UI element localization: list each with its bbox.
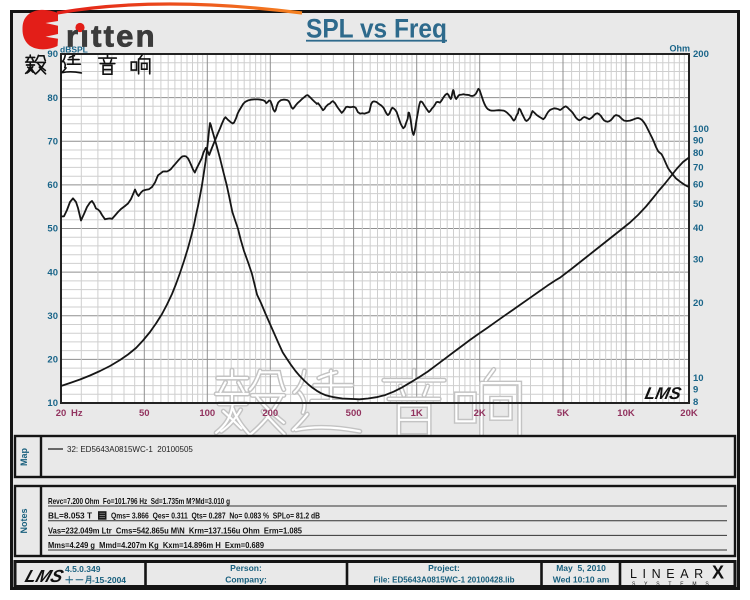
svg-text:2K: 2K	[474, 408, 486, 419]
svg-text:20: 20	[47, 355, 58, 366]
svg-text:100: 100	[199, 408, 215, 419]
svg-text:May 5, 2010: May 5, 2010	[556, 563, 606, 573]
svg-text:Mms=4.249 g Mmd=4.207m Kg Kx: Mms=4.249 g Mmd=4.207m Kg Kxm=14.896m H …	[48, 540, 264, 550]
svg-text:Qms= 3.866 Qes= 0.311 Qts= 0: Qms= 3.866 Qes= 0.311 Qts= 0.287 No= 0.0…	[111, 511, 320, 521]
svg-text:Map: Map	[19, 447, 29, 466]
svg-text:70: 70	[47, 136, 58, 147]
svg-text:Ohm: Ohm	[669, 44, 690, 54]
svg-text:40: 40	[693, 223, 704, 234]
svg-text:90: 90	[47, 49, 58, 60]
svg-text:Person:: Person:	[230, 563, 262, 573]
svg-text:90: 90	[693, 136, 704, 147]
svg-text:60: 60	[693, 179, 704, 190]
svg-text:8: 8	[693, 397, 698, 408]
svg-text:20: 20	[693, 298, 704, 309]
svg-text:50: 50	[693, 199, 704, 210]
svg-text:20: 20	[56, 408, 67, 419]
svg-text:Revc=7.200 Ohm Fo=101.796 Hz: Revc=7.200 Ohm Fo=101.796 Hz Sd=1.735m M…	[48, 496, 230, 506]
svg-text:rıtten: rıtten	[66, 19, 157, 54]
svg-text:dBSPL: dBSPL	[60, 45, 88, 55]
svg-text:X: X	[712, 563, 724, 583]
svg-text:32: ED5643A0815WC-1 20100505: 32: ED5643A0815WC-1 20100505	[67, 445, 193, 454]
svg-text:9: 9	[693, 384, 698, 395]
svg-text:40: 40	[47, 267, 58, 278]
svg-text:70: 70	[693, 163, 704, 174]
svg-text:80: 80	[693, 148, 704, 159]
svg-text:-15-2004: -15-2004	[92, 575, 126, 585]
svg-text:LINEAR: LINEAR	[630, 567, 709, 581]
svg-text:50: 50	[139, 408, 150, 419]
svg-text:Hz: Hz	[71, 408, 83, 419]
svg-text:Notes: Notes	[19, 508, 29, 533]
svg-text:80: 80	[47, 93, 58, 104]
svg-text:SPL vs Freq: SPL vs Freq	[306, 14, 447, 44]
svg-text:10: 10	[47, 398, 58, 409]
svg-text:Project:: Project:	[428, 563, 460, 573]
svg-text:5K: 5K	[557, 408, 569, 419]
svg-text:500: 500	[346, 408, 362, 419]
svg-text:30: 30	[47, 311, 58, 322]
svg-text:200: 200	[693, 49, 709, 60]
svg-text:Wed 10:10 am: Wed 10:10 am	[553, 575, 610, 585]
svg-text:1K: 1K	[411, 408, 423, 419]
svg-text:50: 50	[47, 224, 58, 235]
svg-text:100: 100	[693, 124, 709, 135]
svg-text:File: ED5643A0815WC-1 20100428: File: ED5643A0815WC-1 20100428.lib	[374, 576, 515, 585]
svg-text:20K: 20K	[680, 408, 698, 419]
svg-text:10: 10	[693, 373, 704, 384]
svg-text:200: 200	[262, 408, 278, 419]
svg-text:Company:: Company:	[225, 575, 267, 585]
svg-text:Vas=232.049m Ltr Cms=542.865u: Vas=232.049m Ltr Cms=542.865u M\N Krm=13…	[48, 525, 302, 535]
svg-text:30: 30	[693, 254, 704, 265]
svg-text:4.5.0.349: 4.5.0.349	[65, 564, 101, 574]
svg-text:SYSTEMS: SYSTEMS	[632, 582, 718, 588]
svg-text:BL=8.053 T: BL=8.053 T	[48, 511, 92, 521]
svg-text:LMS: LMS	[23, 566, 66, 585]
svg-text:10K: 10K	[617, 408, 635, 419]
svg-text:LMS: LMS	[643, 383, 684, 403]
svg-text:60: 60	[47, 180, 58, 191]
